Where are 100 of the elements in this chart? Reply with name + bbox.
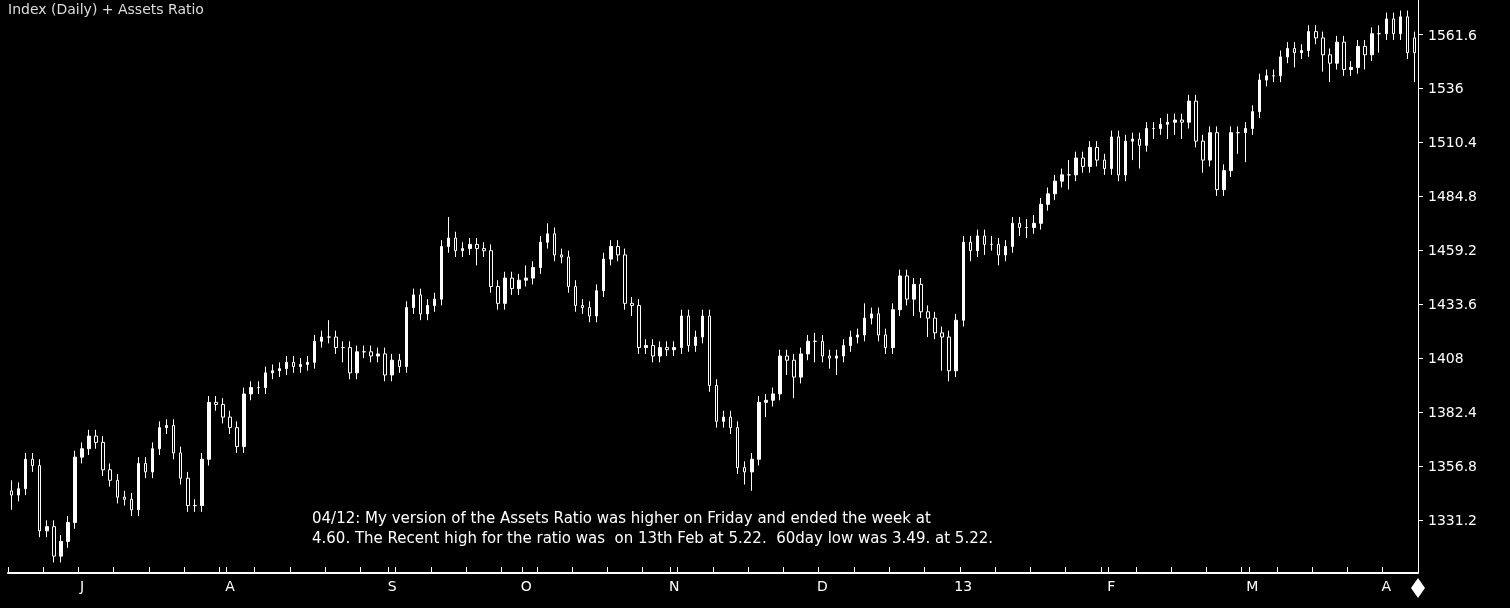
- candlestick: [496, 279, 500, 311]
- y-tick-label: 1561.6: [1428, 26, 1478, 43]
- candlestick: [94, 429, 98, 450]
- candlestick: [475, 237, 479, 266]
- candlestick: [158, 420, 161, 456]
- candlestick: [708, 309, 711, 393]
- candlestick: [806, 334, 810, 361]
- candlestick: [729, 410, 732, 435]
- candlestick: [1060, 168, 1064, 188]
- candlestick: [426, 298, 429, 321]
- candlestick: [334, 330, 338, 355]
- candlestick: [821, 334, 824, 363]
- candlestick: [1406, 10, 1409, 60]
- candlestick: [320, 330, 323, 349]
- candlestick: [531, 260, 535, 285]
- candlestick: [130, 492, 133, 517]
- candlestick: [45, 519, 49, 538]
- candlestick: [630, 296, 634, 317]
- candlestick: [665, 340, 669, 357]
- candlestick: [969, 235, 972, 262]
- candlestick: [588, 300, 591, 323]
- candlestick: [771, 387, 775, 408]
- y-tick-label: 1459.2: [1428, 242, 1477, 259]
- candlestick: [1039, 197, 1043, 231]
- candlestick: [1349, 60, 1353, 77]
- y-tick-label: 1536: [1428, 80, 1464, 97]
- candlestick: [383, 347, 387, 382]
- y-tick-label: 1510.4: [1428, 134, 1478, 151]
- candlestick: [468, 237, 472, 256]
- x-tick-label: M: [1246, 578, 1259, 594]
- candlestick: [623, 248, 627, 311]
- x-tick-label: N: [668, 578, 680, 594]
- x-tick-label: F: [1107, 578, 1116, 594]
- candlestick: [292, 355, 295, 374]
- candlestick: [1145, 121, 1148, 153]
- candlestick: [884, 328, 887, 355]
- candlestick: [757, 395, 761, 467]
- candlestick: [1377, 24, 1381, 54]
- candlestick: [567, 250, 570, 294]
- candlestick: [24, 452, 27, 496]
- candlestick: [285, 355, 288, 376]
- candlestick: [489, 243, 493, 294]
- candlestick: [1293, 41, 1296, 68]
- candlestick: [1088, 140, 1092, 174]
- candlestick: [736, 420, 739, 475]
- candlestick: [1258, 73, 1261, 119]
- candlestick: [228, 410, 232, 435]
- chart-title: Index (Daily) + Assets Ratio: [8, 1, 204, 17]
- candlestick: [123, 490, 126, 507]
- candlestick: [1356, 39, 1360, 75]
- candlestick: [1279, 50, 1282, 83]
- candlestick: [1110, 130, 1113, 176]
- candlestick: [658, 340, 662, 363]
- candlestick: [849, 330, 852, 353]
- candlestick: [1180, 113, 1184, 140]
- candlestick: [919, 277, 923, 319]
- candlestick: [242, 387, 246, 454]
- candlestick: [792, 353, 796, 399]
- candlestick: [207, 395, 211, 467]
- candlestick: [1166, 113, 1169, 140]
- candlestick: [412, 288, 415, 315]
- candlestick: [362, 344, 366, 359]
- candlestick: [108, 462, 112, 488]
- candlestick: [1032, 214, 1036, 235]
- candlestick: [503, 271, 507, 311]
- candlestick: [595, 283, 598, 323]
- candlestick: [835, 349, 838, 376]
- candlestick: [313, 334, 316, 370]
- candlestick: [390, 353, 394, 382]
- candlestick: [672, 340, 676, 357]
- candlestick: [1363, 39, 1367, 71]
- candlestick: [165, 418, 168, 435]
- x-tick-label: A: [1381, 578, 1392, 594]
- x-tick-label: D: [816, 578, 828, 594]
- candlestick: [1244, 121, 1247, 163]
- candlestick: [1222, 163, 1226, 197]
- candlestick: [1370, 26, 1374, 62]
- candlestick: [962, 235, 965, 328]
- candlestick: [1208, 125, 1212, 167]
- candlestick: [644, 338, 648, 355]
- candlestick: [1067, 159, 1071, 191]
- candlestick: [912, 277, 916, 317]
- candlestick: [602, 252, 605, 298]
- candlestick: [1138, 132, 1141, 170]
- candlestick: [828, 349, 831, 370]
- candlestick: [743, 460, 746, 486]
- candlestick: [1131, 132, 1134, 161]
- candlestick: [398, 353, 401, 374]
- candlestick: [1025, 218, 1028, 239]
- candlestick: [891, 302, 895, 355]
- candlestick: [983, 229, 986, 256]
- candlestick: [524, 264, 528, 287]
- x-tick-label: 13: [954, 578, 973, 594]
- y-tick-label: 1408: [1428, 350, 1464, 367]
- candlestick: [637, 298, 641, 355]
- candlestick: [990, 235, 993, 252]
- candlestick: [17, 481, 20, 502]
- candlestick: [1018, 216, 1021, 237]
- candlestick: [510, 271, 514, 296]
- y-tick-label: 1382.4: [1428, 404, 1478, 421]
